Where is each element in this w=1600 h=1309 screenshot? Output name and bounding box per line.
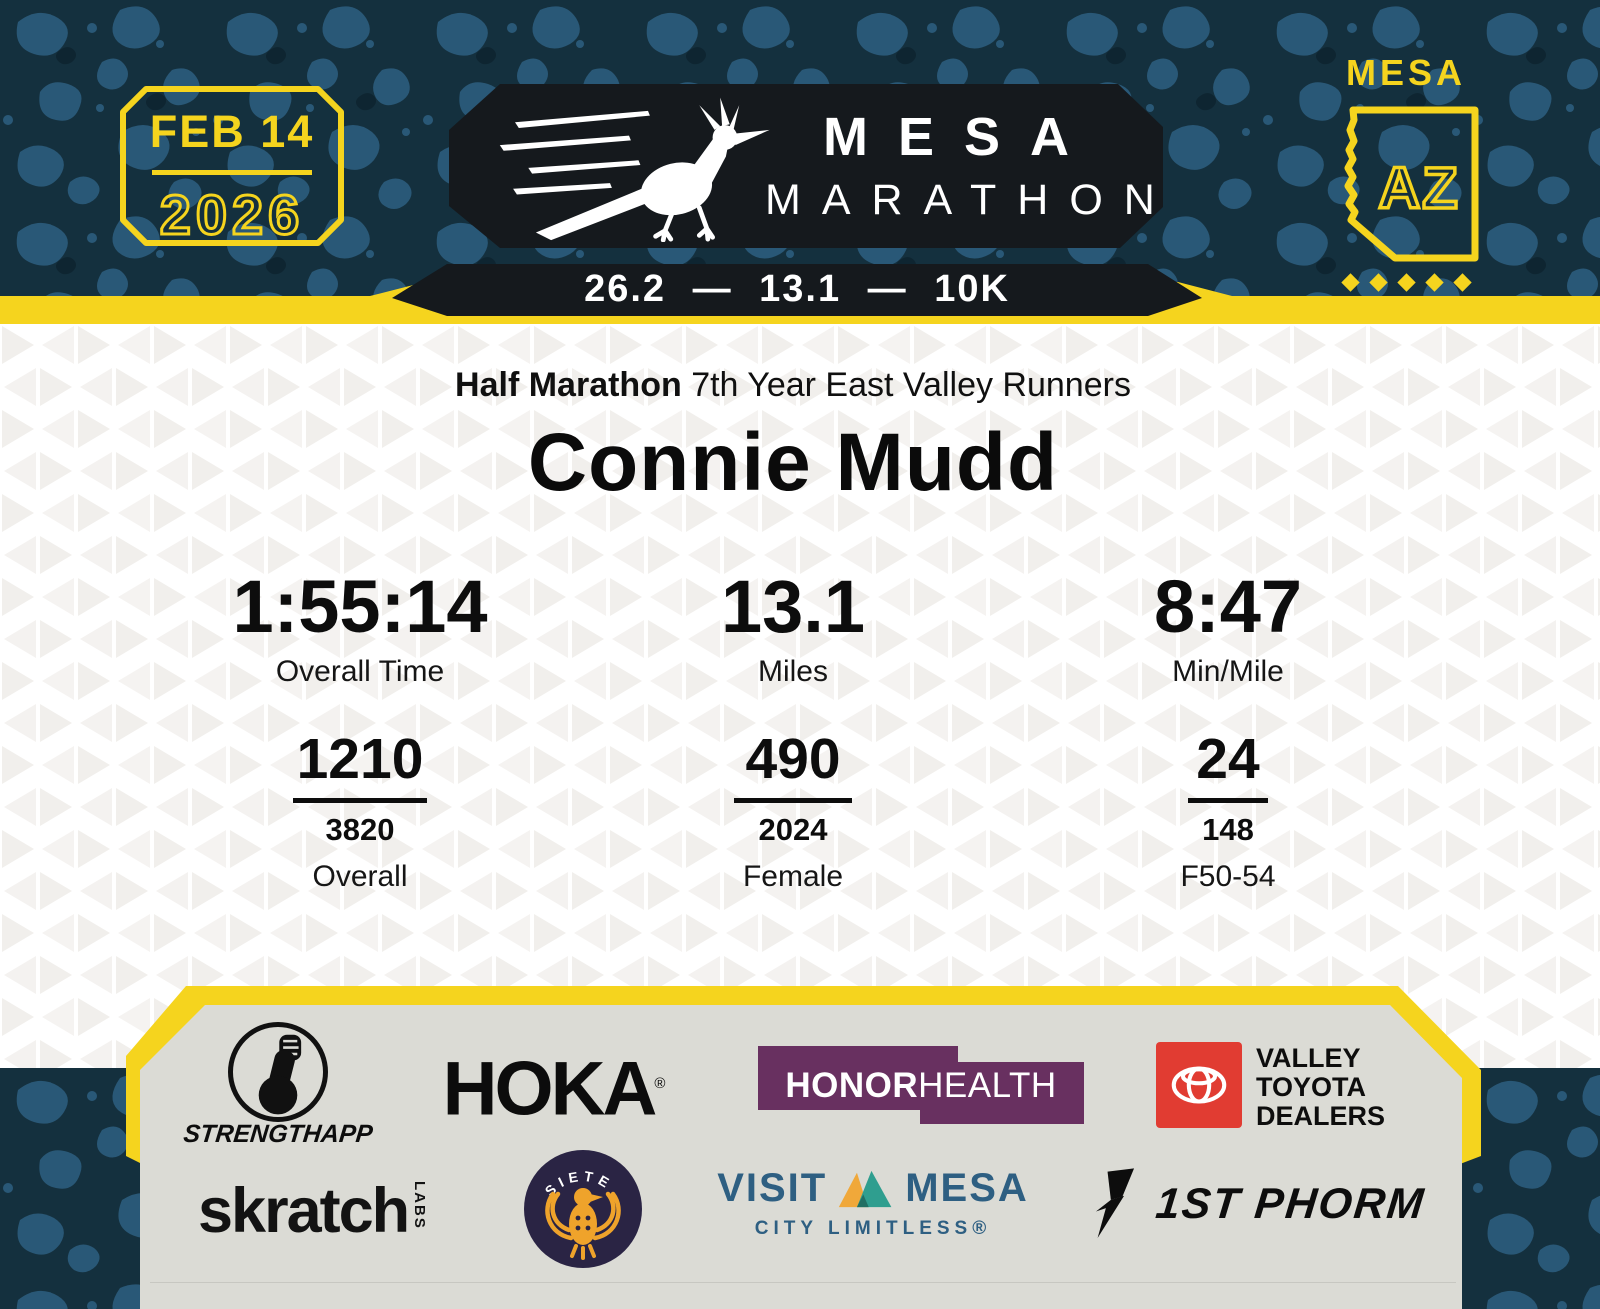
honorhealth-word-light: HEALTH <box>918 1066 1057 1105</box>
diamond-icon <box>1368 273 1388 292</box>
header-texture <box>0 0 1600 324</box>
registered-mark: ® <box>654 1075 666 1092</box>
rank-total: 148 <box>1202 812 1254 847</box>
stat-miles: 13.1 Miles <box>613 562 973 692</box>
rank-label: Female <box>742 860 844 893</box>
rank-divider <box>734 798 852 803</box>
strengthapp-logo <box>228 1022 328 1122</box>
visit-word: VISIT <box>717 1166 828 1210</box>
date-badge-divider <box>152 170 312 175</box>
sponsor-panel-surface <box>140 1005 1462 1309</box>
siete-eagle-icon: SIETE <box>542 1168 621 1260</box>
rank-divider <box>293 798 427 803</box>
rank-place: 1210 <box>296 727 424 791</box>
event-date-day: FEB 14 <box>149 106 315 157</box>
panel-bottom-rule <box>150 1282 1456 1283</box>
visit-mesa-logo: VISIT MESA CITY LIMITLESS® <box>703 1166 1043 1240</box>
honorhealth-wordmark: HONORHEALTH <box>758 1054 1084 1118</box>
toyota-line: DEALERS <box>1256 1101 1386 1131</box>
skratch-labs-logo: skratch LABS <box>198 1178 458 1244</box>
toyota-logo <box>1156 1042 1242 1128</box>
race-sublabel: 7th Year East Valley Runners <box>691 366 1131 404</box>
stat-overall-time: 1:55:14 Overall Time <box>180 562 540 692</box>
stat-label: Min/Mile <box>1172 655 1284 688</box>
diamond-icon <box>1396 273 1416 292</box>
toyota-line: TOYOTA <box>1256 1072 1367 1102</box>
strengthapp-wordmark: STRENGTHAPP <box>182 1120 374 1148</box>
honorhealth-word-bold: HONOR <box>785 1066 919 1105</box>
valley-toyota-dealers-wordmark: VALLEY TOYOTA DEALERS <box>1256 1044 1476 1131</box>
rank-label: F50-54 <box>1180 860 1276 893</box>
race-subtitle: Half Marathon 7th Year East Valley Runne… <box>0 366 1586 405</box>
diamond-icon <box>1424 273 1444 292</box>
diamond-dots-row <box>1306 273 1506 292</box>
roadrunner-logo-icon <box>499 97 770 242</box>
mesa-word: MESA <box>905 1166 1029 1210</box>
rank-division: 24 148 F50-54 <box>1048 726 1408 897</box>
toyota-line: VALLEY <box>1256 1043 1361 1073</box>
skratch-labs-label: LABS <box>411 1181 429 1230</box>
hoka-logo: HOKA® <box>424 1048 684 1127</box>
triangle-pattern-background <box>0 324 1600 1070</box>
event-name-primary: MESA <box>822 107 1099 167</box>
sponsor-panel <box>126 986 1481 1309</box>
event-date-year: 2026 <box>158 182 305 248</box>
stat-label: Miles <box>757 655 828 688</box>
rank-female: 490 2024 Female <box>613 726 973 897</box>
stat-pace: 8:47 Min/Mile <box>1048 562 1408 692</box>
first-phorm-logo: 1ST PHORM <box>1086 1166 1476 1242</box>
visit-mesa-triangles-icon <box>839 1170 892 1208</box>
header-banner: FEB 14 2026 MESA MARATHON <box>0 0 1600 324</box>
arizona-outline-icon: AZ <box>1344 106 1479 262</box>
stat-value: 13.1 <box>720 565 866 648</box>
rank-total: 2024 <box>758 812 828 847</box>
hoka-wordmark: HOKA <box>442 1046 658 1132</box>
siete-logo: SIETE <box>524 1150 642 1268</box>
honorhealth-logo: HONORHEALTH <box>758 1046 1084 1126</box>
honorhealth-block <box>920 1062 1084 1124</box>
rank-divider <box>1188 798 1268 803</box>
date-badge-frame <box>120 86 344 246</box>
race-label: Half Marathon <box>455 366 682 404</box>
rank-place: 24 <box>1196 727 1260 791</box>
diamond-icon <box>1340 273 1360 292</box>
stat-label: Overall Time <box>275 655 445 688</box>
strengthapp-arm-icon <box>258 1034 302 1115</box>
visit-mesa-tagline: CITY LIMITLESS® <box>754 1218 992 1239</box>
rank-overall: 1210 3820 Overall <box>180 726 540 897</box>
first-phorm-wordmark: 1ST PHORM <box>1153 1179 1428 1228</box>
stat-value: 8:47 <box>1153 565 1303 648</box>
toyota-emblem-icon <box>1171 1066 1227 1104</box>
event-logo-badge: MESA MARATHON <box>449 84 1163 248</box>
race-distances: 26.2 — 13.1 — 10K <box>584 268 1010 310</box>
date-badge: FEB 14 2026 <box>120 86 344 248</box>
rank-total: 3820 <box>325 812 395 847</box>
rank-place: 490 <box>745 727 841 791</box>
skratch-wordmark: skratch <box>198 1176 410 1246</box>
first-phorm-mark-icon <box>1095 1168 1135 1238</box>
location-city: MESA <box>1345 52 1466 93</box>
stat-value: 1:55:14 <box>232 565 488 648</box>
runner-name: Connie Mudd <box>527 417 1059 508</box>
diamond-icon <box>1452 273 1472 292</box>
event-name-secondary: MARATHON <box>765 176 1176 224</box>
location-state: AZ <box>1378 156 1459 221</box>
rank-label: Overall <box>312 860 408 893</box>
